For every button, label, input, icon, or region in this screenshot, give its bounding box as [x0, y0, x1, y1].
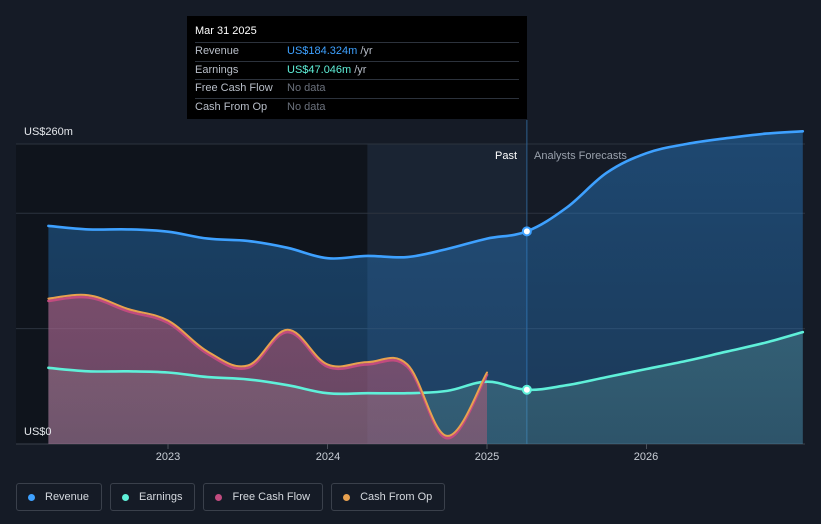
tooltip-value: US$47.046m	[287, 63, 352, 76]
legend-label: Revenue	[45, 491, 90, 503]
tooltip-unit: /yr	[354, 63, 367, 76]
legend-label: Free Cash Flow	[232, 491, 311, 503]
earnings-marker	[521, 384, 532, 395]
revenue-dot-icon	[28, 493, 35, 501]
legend-item-cash-from-op[interactable]: Cash From Op	[331, 483, 446, 511]
tooltip-label: Earnings	[195, 63, 239, 76]
revenue-line	[47, 130, 805, 260]
tooltip-value: US$184.324m	[287, 45, 358, 57]
forecast-label: Analysts Forecasts	[534, 150, 627, 162]
cash-from-op-line	[47, 293, 488, 437]
tooltip-value: No data	[287, 100, 326, 113]
free-cash-flow-dot-icon	[215, 493, 223, 501]
x-tick-label: 2023	[155, 451, 181, 463]
tooltip-value: No data	[287, 82, 326, 94]
x-tick-label: 2025	[474, 451, 500, 463]
data-tooltip: Mar 31 2025 Revenue US$184.324m /yr Earn…	[187, 16, 527, 119]
earnings-line	[47, 330, 805, 396]
revenue-marker	[521, 226, 532, 237]
legend-item-free-cash-flow[interactable]: Free Cash Flow	[203, 483, 324, 511]
tooltip-row-earnings: Earnings US$47.046m /yr	[195, 60, 519, 80]
tooltip-label: Cash From Op	[195, 100, 268, 113]
tooltip-date: Mar 31 2025	[195, 25, 257, 37]
tooltip-label: Revenue	[195, 45, 240, 57]
y-axis-bottom-label: US$0	[24, 426, 52, 438]
x-tick-label: 2026	[633, 451, 659, 463]
tooltip-row-revenue: Revenue US$184.324m /yr	[195, 42, 519, 61]
free-cash-flow-area	[48, 297, 488, 444]
chart-legend: Revenue Earnings Free Cash Flow Cash Fro…	[16, 483, 446, 511]
legend-label: Cash From Op	[360, 491, 433, 503]
legend-item-revenue[interactable]: Revenue	[16, 483, 103, 511]
tooltip-unit: /yr	[360, 45, 373, 57]
x-tick-label: 2024	[315, 451, 341, 463]
legend-label: Earnings	[139, 491, 183, 503]
legend-item-earnings[interactable]: Earnings	[110, 483, 196, 511]
tooltip-row-free-cash-flow: Free Cash Flow No data	[195, 79, 519, 98]
earnings-dot-icon	[122, 493, 130, 501]
y-axis-top-label: US$260m	[24, 126, 73, 138]
past-label: Past	[495, 150, 518, 162]
cash-from-op-dot-icon	[343, 493, 351, 501]
tooltip-row-cash-from-op: Cash From Op No data	[195, 97, 519, 117]
tooltip-label: Free Cash Flow	[195, 82, 273, 94]
